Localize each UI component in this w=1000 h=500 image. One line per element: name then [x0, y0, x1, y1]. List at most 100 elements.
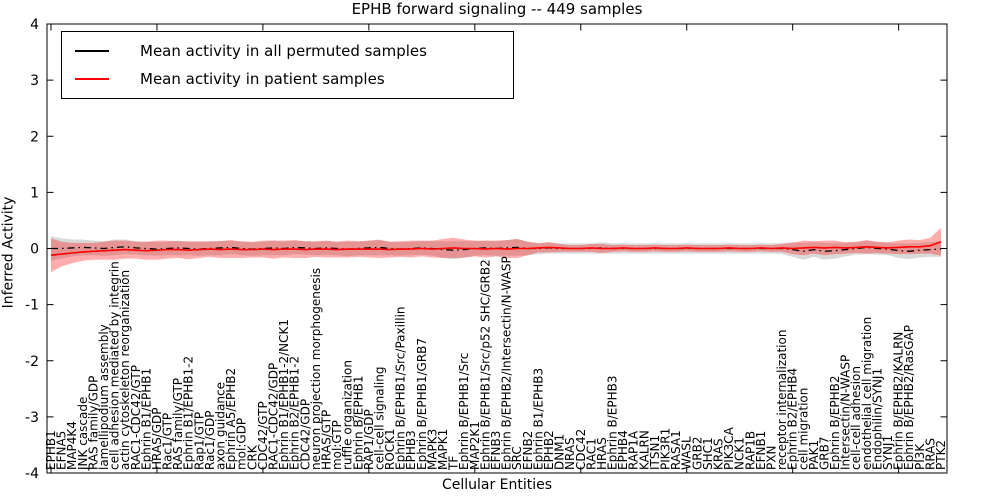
x-tick-label: CDC42/GTP	[256, 401, 270, 470]
x-tick-label: MAPK3	[425, 429, 439, 470]
x-tick-label: PTK2	[934, 440, 948, 470]
x-tick-label: HRAS	[595, 437, 609, 470]
x-tick-label: RRAS	[923, 438, 937, 470]
y-tick-label: 4	[30, 17, 39, 33]
patient-band	[51, 227, 941, 273]
x-tick-label: RAP1B	[743, 431, 757, 470]
x-tick-label: RAC1-CDC42/GTP	[129, 365, 143, 470]
x-tick-label: NRAS	[563, 437, 577, 470]
x-tick-label: EFNB2	[521, 431, 535, 470]
x-tick-label: ruffle organization	[341, 360, 355, 470]
x-tick-label: receptor internalization	[775, 330, 789, 470]
x-tick-label: WASL	[680, 436, 694, 470]
x-tick-label: EPHB2	[542, 430, 556, 470]
y-tick-label: -1	[25, 298, 39, 314]
x-tick-label: Ephrin B1/EPHB1-2	[182, 356, 196, 470]
x-tick-label: Ephrin B/EPHB2	[828, 376, 842, 470]
x-tick-label: Ephrin B1/EPHB1-2/NCK1	[277, 319, 291, 470]
y-tick-label: -4	[25, 466, 39, 482]
legend-entry-label: Mean activity in all permuted samples	[140, 42, 427, 60]
x-tick-label: Rac1/GTP	[161, 413, 175, 470]
x-tick-label: Ephrin B/EPHB2/RasGAP	[902, 325, 916, 470]
x-tick-label: endothelial cell migration	[860, 317, 874, 470]
x-tick-label: Ephrin B2/EPHB1-2	[288, 356, 302, 470]
x-tick-label: cell-cell adhesion	[849, 366, 863, 470]
x-tick-label: NCK1	[733, 437, 747, 470]
x-tick-label: cell-cell signaling	[372, 367, 386, 471]
x-tick-label: Ephrin B/EPHB3	[606, 376, 620, 470]
x-tick-label: EPHB1	[44, 430, 58, 470]
x-tick-label: Ephrin B/EPHB2/Intersectin/N-WASP	[500, 256, 514, 470]
x-tick-label: MAP2K1	[468, 421, 482, 470]
x-tick-label: KRAS	[712, 438, 726, 470]
x-axis-label: Cellular Entities	[441, 477, 553, 493]
x-tick-label: Ephrin B/EPHB1/GRB7	[415, 338, 429, 470]
y-axis-label: Inferred Activity	[0, 196, 17, 309]
legend: Mean activity in all permuted samples Me…	[61, 31, 514, 99]
x-tick-label: Ephrin B2/EPHB4	[786, 368, 800, 470]
x-tick-label: MAP4K4	[65, 421, 79, 470]
x-tick-label: PAK1	[807, 440, 821, 470]
x-tick-label: RAS family/GTP	[171, 378, 185, 470]
x-tick-label: TF	[447, 456, 461, 471]
x-tick-label: lamellipodium assembly	[97, 324, 111, 470]
x-tick-label: Ephrin A5/EPHB2	[224, 368, 238, 470]
y-tick-label: 2	[30, 129, 39, 145]
x-tick-label: RAC1-CDC42/GDP	[267, 363, 281, 470]
x-tick-label: ROCK1	[383, 428, 397, 470]
legend-entry: Mean activity in patient samples	[62, 65, 513, 93]
x-tick-label: PIK3CA	[722, 426, 736, 470]
x-tick-label: SYNJ1	[881, 435, 895, 470]
x-tick-label: Rac1/GDP	[203, 411, 217, 470]
x-tick-label: PXN	[764, 446, 778, 470]
x-tick-label: RASA1	[669, 430, 683, 470]
legend-swatch	[75, 78, 109, 80]
legend-entry: Mean activity in all permuted samples	[62, 37, 513, 65]
x-tick-label: PI3K	[913, 443, 927, 470]
x-tick-label: SHC1	[701, 437, 715, 470]
x-tick-label: actin cytoskeleton reorganization	[118, 270, 132, 470]
x-tick-label: Rap1/GTP	[192, 412, 206, 470]
x-tick-label: SRC	[510, 446, 524, 470]
x-tick-label: RAS family/GDP	[86, 376, 100, 470]
x-tick-label: DNM1	[553, 434, 567, 470]
x-tick-label: GRB2	[690, 436, 704, 470]
x-tick-label: neuron projection morphogenesis	[309, 268, 323, 470]
x-tick-label: KALRN	[637, 430, 651, 470]
y-tick-label: 0	[30, 242, 39, 258]
x-tick-label: EPHB4	[616, 430, 630, 470]
x-tick-label: HRAS/GDP	[150, 407, 164, 470]
patient-mean-line	[50, 241, 942, 256]
x-tick-label: Ephrin B1/EPHB3	[531, 368, 545, 470]
x-tick-label: RAC1	[584, 438, 598, 470]
x-tick-label: EFNB3	[489, 431, 503, 470]
x-tick-label: EFNA5	[55, 431, 69, 470]
x-tick-label: HRAS/GTP	[319, 410, 333, 470]
x-tick-label: Ephrin B/EPHB1/Src/p52 SHC/GRB2	[478, 259, 492, 470]
x-tick-label: CDC42/GDP	[298, 399, 312, 470]
x-tick-label: Ephrin B/EPHB1/Src/Paxillin	[394, 306, 408, 470]
x-tick-label: Ephrin B1/EPHB1	[139, 368, 153, 470]
x-tick-label: JNK cascade	[76, 397, 90, 471]
x-tick-label: RAP1/GDP	[362, 409, 376, 470]
x-tick-label: Endophilin/SYNJ1	[870, 368, 884, 470]
x-tick-label: Intersectin/N-WASP	[839, 355, 853, 470]
x-tick-label: Ephrin B/EPHB1	[351, 376, 365, 470]
y-tick-label: 1	[30, 185, 39, 201]
x-tick-label: PIK3R1	[659, 428, 673, 470]
y-tick-label: 3	[30, 73, 39, 89]
y-tick-label: -2	[25, 354, 39, 370]
x-tick-label: CDC42	[574, 429, 588, 470]
x-tick-label: Ephrin B/EPHB1/Src	[457, 353, 471, 470]
x-tick-label: axon guidance	[214, 382, 228, 470]
x-tick-label: EFNB1	[754, 431, 768, 470]
legend-entry-label: Mean activity in patient samples	[140, 70, 385, 88]
chart-title: EPHB forward signaling -- 449 samples	[351, 0, 643, 18]
x-tick-label: Ephrin B/EPHB2/KALRN	[892, 332, 906, 470]
y-tick-label: -3	[25, 410, 39, 426]
x-tick-label: CRK	[245, 444, 259, 470]
x-tick-label: cell migration	[796, 388, 810, 470]
x-tick-label: mol:GTP	[330, 420, 344, 470]
